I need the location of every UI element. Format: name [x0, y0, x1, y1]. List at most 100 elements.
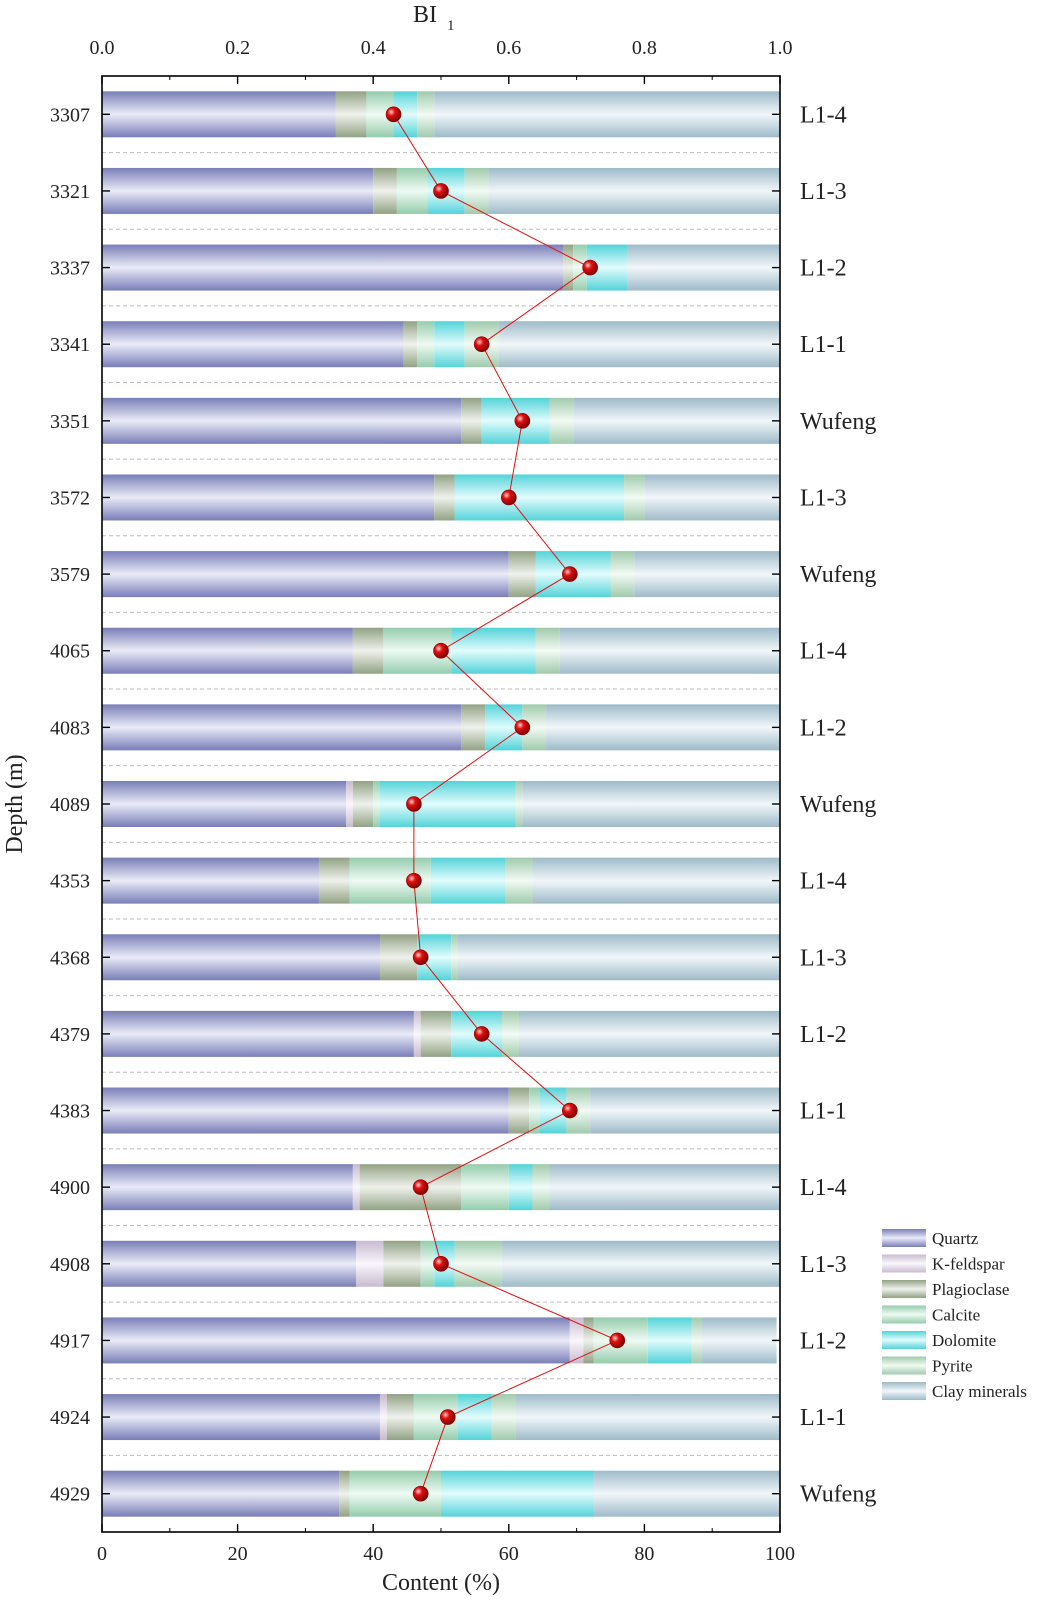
top-tick-label: 0.2 [225, 37, 250, 59]
bar-plagioclase [386, 1394, 414, 1441]
bar-quartz [102, 1010, 414, 1057]
y-tick-label: 4900 [50, 1177, 90, 1199]
bar-clay-minerals [498, 321, 780, 368]
x-tick-label: 60 [499, 1543, 519, 1565]
bar-calcite [420, 1240, 435, 1287]
bar-plagioclase [583, 1317, 594, 1364]
top-axis-title: BI [413, 2, 437, 28]
bar-plagioclase [339, 1470, 350, 1517]
bar-quartz [102, 1087, 509, 1134]
y-tick-label: 4353 [50, 871, 90, 893]
bar-pyrite [566, 1087, 591, 1134]
top-tick-label: 0.6 [496, 37, 521, 59]
bar-calcite [373, 781, 380, 827]
y-tick-label: 3321 [50, 181, 90, 203]
bi1-point [406, 872, 422, 889]
y-axis-title: Depth (m) [2, 754, 28, 853]
bi1-point [412, 1485, 429, 1502]
layer-label: Wufeng [800, 1482, 876, 1508]
bar-quartz [102, 627, 353, 674]
bar-clay-minerals [488, 167, 780, 214]
layer-label: L1-3 [800, 179, 847, 205]
bar-plagioclase [373, 167, 397, 214]
layer-label: L1-2 [800, 715, 847, 741]
layer-label: L1-2 [800, 256, 847, 282]
top-axis-title-subscript: 1 [447, 18, 455, 34]
y-tick-label: 3337 [50, 258, 90, 280]
bar-pyrite [610, 551, 635, 598]
bar-calcite [396, 167, 428, 214]
bar-quartz [102, 934, 380, 981]
layer-label: L1-4 [800, 639, 847, 665]
bar-pyrite [522, 704, 547, 751]
bar-k-feldspar [413, 1010, 421, 1057]
bi1-point [439, 1409, 456, 1425]
bar-pyrite [624, 474, 645, 521]
bar-clay-minerals [593, 1470, 780, 1517]
legend-label: Plagioclase [932, 1280, 1009, 1299]
bar-quartz [102, 551, 509, 598]
bar-quartz [102, 1394, 380, 1441]
bi1-point [433, 1255, 449, 1272]
x-tick-label: 40 [363, 1543, 383, 1565]
bar-clay-minerals [590, 1087, 780, 1134]
bar-clay-minerals [634, 551, 780, 598]
bi1-point [514, 719, 531, 736]
bar-dolomite [454, 474, 625, 521]
bar-quartz [102, 321, 404, 368]
top-tick-label: 0.0 [90, 37, 115, 59]
layer-label: L1-3 [800, 485, 847, 511]
bi1-point [412, 1179, 429, 1195]
bar-plagioclase [420, 1010, 452, 1057]
bar-quartz [102, 1470, 340, 1517]
bi1-point [500, 489, 517, 506]
bar-dolomite [508, 1164, 533, 1211]
bar-clay-minerals [515, 1394, 780, 1441]
y-tick-label: 4383 [50, 1101, 90, 1123]
bar-clay-minerals [627, 244, 780, 291]
y-tick-label: 4917 [50, 1330, 90, 1352]
layer-label: L1-3 [800, 945, 847, 971]
bar-calcite [529, 1087, 540, 1134]
y-tick-label: 3572 [50, 487, 90, 509]
bar-plagioclase [508, 1087, 530, 1134]
layer-label: L1-1 [800, 332, 847, 358]
bi1-point [433, 642, 449, 659]
layer-label: L1-1 [800, 1405, 847, 1431]
bar-clay-minerals [434, 91, 780, 138]
top-tick-label: 0.8 [632, 37, 657, 59]
bar-clay-minerals [549, 1164, 780, 1211]
bi1-point [609, 1332, 626, 1349]
bar-clay-minerals [502, 1240, 780, 1287]
bar-dolomite [430, 857, 506, 904]
bar-quartz [102, 244, 564, 291]
bi1-point [473, 336, 490, 353]
legend-swatch [882, 1305, 926, 1324]
legend-label: Clay minerals [932, 1382, 1027, 1401]
bar-plagioclase [352, 627, 384, 674]
bar-k-feldspar [379, 1394, 387, 1441]
bi1-point [412, 949, 429, 966]
y-tick-label: 3307 [50, 104, 90, 126]
bar-k-feldspar [356, 1240, 384, 1287]
bar-plagioclase [318, 857, 350, 904]
bar-calcite [573, 244, 587, 291]
legend-label: Dolomite [932, 1331, 996, 1350]
x-axis-title: Content (%) [382, 1570, 500, 1596]
bar-quartz [102, 781, 347, 827]
legend-label: Calcite [932, 1306, 980, 1325]
bar-quartz [102, 1317, 570, 1364]
y-tick-label: 3351 [50, 411, 90, 433]
bar-pyrite [691, 1317, 703, 1364]
y-tick-label: 4929 [50, 1484, 90, 1506]
bar-k-feldspar [346, 781, 353, 827]
x-tick-label: 20 [228, 1543, 248, 1565]
layer-label: Wufeng [800, 562, 876, 588]
bar-clay-minerals [573, 397, 780, 444]
bar-pyrite [535, 627, 560, 674]
bar-plagioclase [403, 321, 418, 368]
bar-quartz [102, 474, 435, 521]
bi1-point [562, 1102, 578, 1119]
bi1-point [473, 1026, 490, 1042]
